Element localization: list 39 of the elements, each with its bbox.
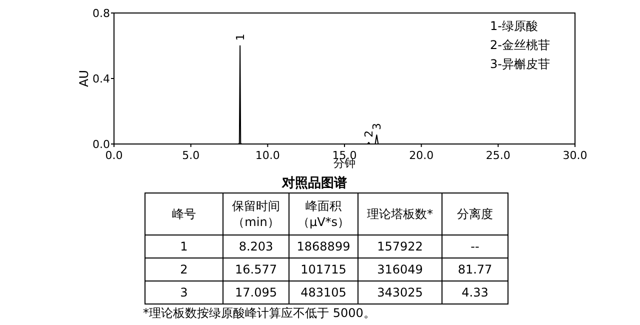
text: 343025	[377, 286, 423, 300]
y-tick-label: 0.8	[92, 7, 110, 20]
annotation: 1-绿原酸	[490, 19, 538, 33]
annotation: 2-金丝桃苷	[490, 38, 550, 52]
text: 101715	[300, 262, 346, 276]
category-label: 理论塔板数*	[367, 207, 433, 221]
annotation: 3	[370, 122, 384, 130]
annotation: 1	[234, 34, 248, 41]
x-tick-label: 30.0	[562, 149, 588, 162]
text: --	[470, 240, 480, 254]
text: *理论板数按绿原酸峰计算应不低于 5000。	[143, 306, 376, 320]
x-tick-label: 20.0	[409, 149, 434, 162]
category-label: 峰面积（μV*s）	[297, 199, 350, 229]
text: 157922	[377, 240, 423, 254]
x-tick-label: 0.0	[105, 149, 123, 162]
text: 81.77	[458, 262, 492, 276]
text: 1	[180, 240, 188, 254]
category-label: 峰号	[172, 207, 196, 221]
x-tick-label: 25.0	[486, 149, 510, 162]
x-tick-label: 10.0	[255, 149, 280, 162]
text: 316049	[377, 262, 423, 276]
text: 16.577	[235, 262, 277, 276]
y-tick-label: 0.0	[92, 138, 110, 151]
annotation: 3-异槲皮苷	[490, 57, 550, 71]
category-label: 保留时间（min）	[232, 199, 280, 229]
category-label: 分离度	[457, 207, 493, 221]
text: 483105	[300, 286, 346, 300]
annotation: 2	[362, 130, 376, 138]
text: 对照品图谱	[281, 175, 347, 191]
y-axis-title: AU	[77, 70, 91, 87]
text: 4.33	[462, 286, 488, 300]
text: 3	[180, 286, 188, 300]
y-tick-label: 0.4	[92, 72, 110, 86]
text: 8.203	[238, 240, 274, 254]
text: 2	[180, 262, 188, 276]
text: 17.095	[235, 286, 277, 300]
x-tick-label: 5.0	[182, 149, 200, 162]
x-axis-title: 分钟	[334, 157, 356, 170]
text: 1868899	[296, 240, 350, 254]
